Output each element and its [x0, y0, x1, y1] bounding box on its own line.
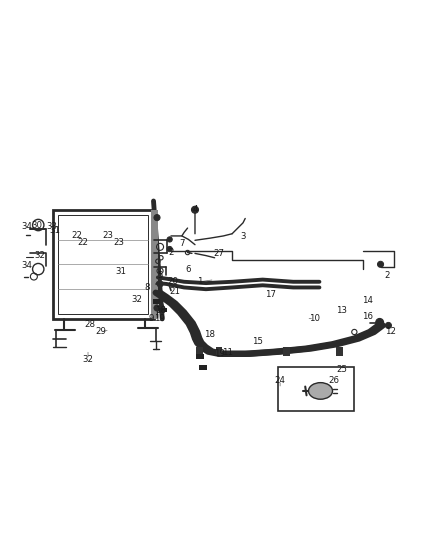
Bar	[151, 210, 158, 319]
Text: 8: 8	[144, 283, 150, 292]
Text: 34: 34	[21, 222, 32, 231]
Text: 19: 19	[154, 313, 165, 322]
Text: 2: 2	[168, 248, 174, 257]
Text: 6: 6	[186, 265, 191, 274]
Circle shape	[157, 281, 163, 287]
Text: 30: 30	[31, 221, 42, 230]
Text: 21: 21	[170, 287, 181, 296]
Bar	[196, 354, 204, 359]
Circle shape	[191, 206, 198, 213]
Text: 11: 11	[222, 349, 233, 358]
Text: 18: 18	[204, 330, 215, 338]
Text: 25: 25	[337, 366, 348, 375]
Bar	[53, 210, 153, 319]
Bar	[336, 348, 343, 356]
Bar	[159, 308, 166, 312]
Text: 22: 22	[71, 231, 83, 239]
Text: 27: 27	[213, 249, 225, 258]
Text: 31: 31	[115, 267, 126, 276]
Text: 34: 34	[21, 261, 32, 270]
Circle shape	[154, 305, 160, 311]
Text: 24: 24	[275, 376, 286, 384]
Text: 3: 3	[240, 232, 246, 241]
Text: 28: 28	[85, 320, 95, 329]
Bar	[199, 365, 207, 370]
Bar	[278, 367, 354, 410]
Text: 9: 9	[148, 313, 154, 322]
Text: 32: 32	[82, 354, 94, 364]
Text: 32: 32	[35, 251, 46, 260]
Text: 17: 17	[265, 290, 276, 300]
Text: 15: 15	[252, 337, 263, 346]
Text: 26: 26	[328, 376, 339, 385]
Text: 18: 18	[155, 305, 166, 314]
Text: 16: 16	[362, 312, 373, 321]
Bar	[283, 348, 290, 356]
Text: 7: 7	[179, 239, 185, 248]
Bar	[215, 348, 223, 356]
Text: 4: 4	[192, 205, 198, 214]
Circle shape	[167, 237, 172, 242]
Circle shape	[385, 322, 392, 328]
Text: 19: 19	[214, 349, 224, 358]
Text: 20: 20	[168, 277, 179, 286]
Text: 1: 1	[197, 277, 202, 286]
Text: 29: 29	[95, 327, 106, 336]
Text: 5: 5	[157, 271, 163, 280]
Text: 10: 10	[309, 313, 320, 322]
Text: 22: 22	[78, 238, 89, 247]
Text: 2: 2	[385, 271, 390, 280]
Ellipse shape	[308, 383, 332, 399]
Text: 13: 13	[336, 305, 347, 314]
Circle shape	[167, 246, 172, 252]
Text: 12: 12	[385, 327, 396, 336]
Bar	[58, 215, 148, 313]
Circle shape	[376, 318, 384, 326]
Text: 23: 23	[102, 231, 113, 239]
Text: 32: 32	[131, 295, 142, 304]
Circle shape	[378, 261, 384, 268]
Circle shape	[154, 215, 160, 221]
Bar	[196, 348, 203, 356]
Text: 33: 33	[47, 222, 58, 231]
Text: 31: 31	[50, 226, 61, 235]
Text: 23: 23	[113, 238, 124, 247]
Text: 14: 14	[362, 296, 373, 305]
Bar	[152, 299, 160, 304]
